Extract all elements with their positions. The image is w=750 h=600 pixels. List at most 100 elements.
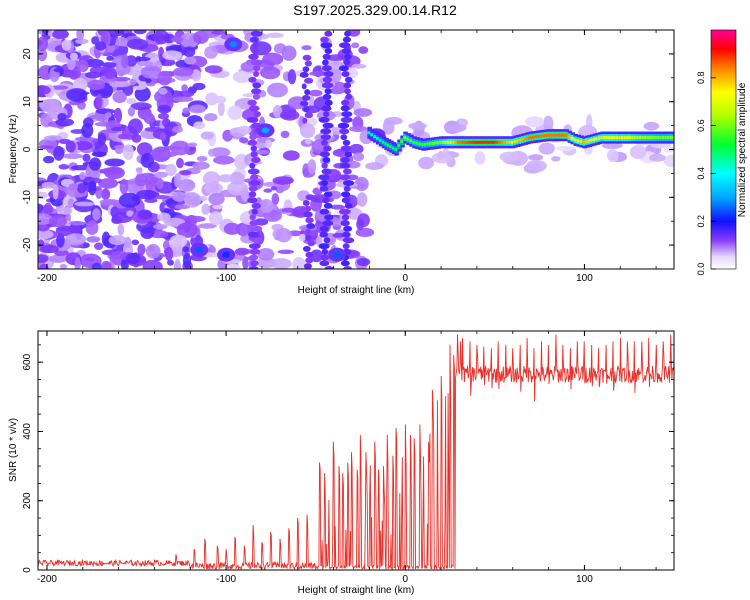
spectrogram-noise-cell (89, 157, 102, 171)
carrier-track-core (498, 140, 503, 144)
spectrogram-streak-cell (305, 217, 314, 224)
spectrogram-noise-cell (142, 259, 163, 269)
spectrogram-noise-cell (310, 249, 323, 263)
carrier-track-core (428, 142, 434, 146)
spectrogram-noise-cell (104, 166, 125, 180)
carrier-track-core (439, 140, 444, 144)
spectrogram-streak-cell (249, 248, 261, 255)
spectrogram-noise-cell (127, 106, 135, 117)
spectrogram-noise-cell (167, 259, 174, 266)
spectrogram-noise-cell (55, 225, 74, 237)
spectrogram-noise-cell (663, 146, 674, 153)
spectrogram-streak-cell (341, 197, 351, 204)
snr-series (38, 334, 674, 570)
snr-y-tick-label: 400 (22, 423, 33, 440)
spectrogram-streak-cell (322, 220, 334, 227)
spectrogram-noise-cell (43, 155, 55, 164)
spectrogram-noise-cell (234, 247, 250, 256)
spectrogram-streak-cell (321, 162, 328, 169)
spectrogram-streak-cell (321, 139, 328, 146)
spectrogram-y-tick-label: -20 (22, 237, 33, 252)
spectrogram-noise-cell (41, 181, 55, 189)
spectrogram-noise-cell (119, 178, 129, 195)
spectrogram-noise-cell (39, 98, 61, 113)
spectrogram-noise-cell (57, 113, 67, 121)
spectrogram-noise-cell (240, 61, 256, 72)
spectrogram-streak-cell (305, 234, 311, 241)
spectrogram-streak-cell (247, 139, 258, 146)
spectrogram-noise-cell (113, 145, 127, 150)
spectrogram-streak-cell (251, 88, 262, 95)
spectrogram-streak-cell (321, 180, 329, 186)
spectrogram-streak-cell (320, 128, 332, 135)
spectrogram-streak-cell (318, 243, 330, 250)
colorbar-tick-label: 0.8 (696, 72, 706, 85)
spectrogram-noise-cell (202, 171, 221, 186)
spectrogram-streak-cell (342, 36, 351, 43)
spectrogram-noise-cell (240, 187, 250, 202)
spectrogram-streak-cell (343, 185, 351, 192)
spectrogram-noise-cell (56, 232, 65, 248)
spectrogram-streak-cell (247, 168, 260, 175)
spectrogram-noise-cell (100, 260, 112, 269)
spectrogram-noise-cell (100, 30, 109, 45)
carrier-track-core (523, 137, 529, 141)
spectrogram-noise-cell (223, 222, 241, 235)
spectrogram-noise-cell (85, 71, 102, 79)
spectrogram-noise-cell (94, 242, 104, 250)
spectrogram-noise-cell (75, 38, 89, 45)
spectrogram-streak-cell (252, 82, 262, 89)
snr-x-label: Height of straight line (km) (298, 585, 415, 596)
carrier-track-core (528, 136, 534, 140)
spectrogram-streak-cell (249, 36, 259, 43)
chart-title: S197.2025.329.00.14.R12 (293, 2, 457, 18)
spectrogram-streak-cell (251, 225, 263, 232)
spectrogram-noise-cell (85, 220, 99, 235)
carrier-track-core (378, 138, 384, 142)
spectrogram-noise-cell (58, 164, 70, 170)
spectrogram-streak-cell (249, 162, 256, 169)
spectrogram-noise-cell (40, 244, 59, 254)
carrier-track-core (434, 141, 439, 145)
spectrogram-x-label: Height of straight line (km) (298, 285, 415, 296)
spectrogram-noise-cell (65, 233, 87, 246)
spectrogram-streak-cell (252, 93, 261, 100)
spectrogram-noise-cell (237, 125, 252, 135)
snr-plot-area (38, 331, 674, 570)
spectrogram-noise-cell (158, 46, 165, 61)
carrier-track-core (384, 142, 389, 146)
spectrogram-noise-cell (38, 203, 44, 213)
spectrogram-noise-cell (159, 132, 167, 141)
spectrogram-streak-cell (302, 200, 310, 206)
spectrogram-streak-cell (248, 191, 257, 198)
spectrogram-noise-cell (62, 153, 83, 160)
spectrogram-streak-cell (251, 59, 263, 66)
spectrogram-streak-cell (321, 82, 334, 89)
carrier-track-core (595, 137, 600, 141)
spectrogram-streak-cell (249, 214, 256, 221)
spectrogram-noise-cell (298, 233, 306, 242)
carrier-track-core (510, 140, 516, 144)
spectrogram-noise-cell (183, 46, 196, 58)
colorbar-tick-label: 0.4 (696, 167, 706, 180)
spectrogram-streak-cell (339, 174, 351, 181)
carrier-track-core (570, 136, 575, 140)
spectrogram-noise-cell (174, 204, 191, 210)
spectrogram-noise-cell (277, 249, 295, 254)
spectrogram-x-tick-label: -200 (37, 273, 57, 284)
carrier-track-core (631, 136, 636, 140)
carrier-track-core (421, 143, 426, 147)
spectrogram-noise-cell (347, 30, 361, 37)
spectrogram-streak-cell (343, 225, 353, 232)
spectrogram-streak-cell (302, 117, 308, 124)
spectrogram-noise-cell (555, 145, 574, 152)
spectrogram-noise-cell (38, 191, 48, 199)
spectrogram-y-ticks: -20 -10 0 10 20 (22, 29, 674, 270)
spectrogram-noise-cell (332, 232, 345, 238)
snr-y-tick-label: 0 (22, 567, 33, 573)
spectrogram-streak-cell (319, 208, 329, 215)
spectrogram-noise-cell (602, 142, 623, 149)
spectrogram-noise-cell (330, 67, 342, 83)
spectrogram-streak-cell (319, 225, 329, 232)
spectrogram-noise-cell (127, 118, 143, 135)
